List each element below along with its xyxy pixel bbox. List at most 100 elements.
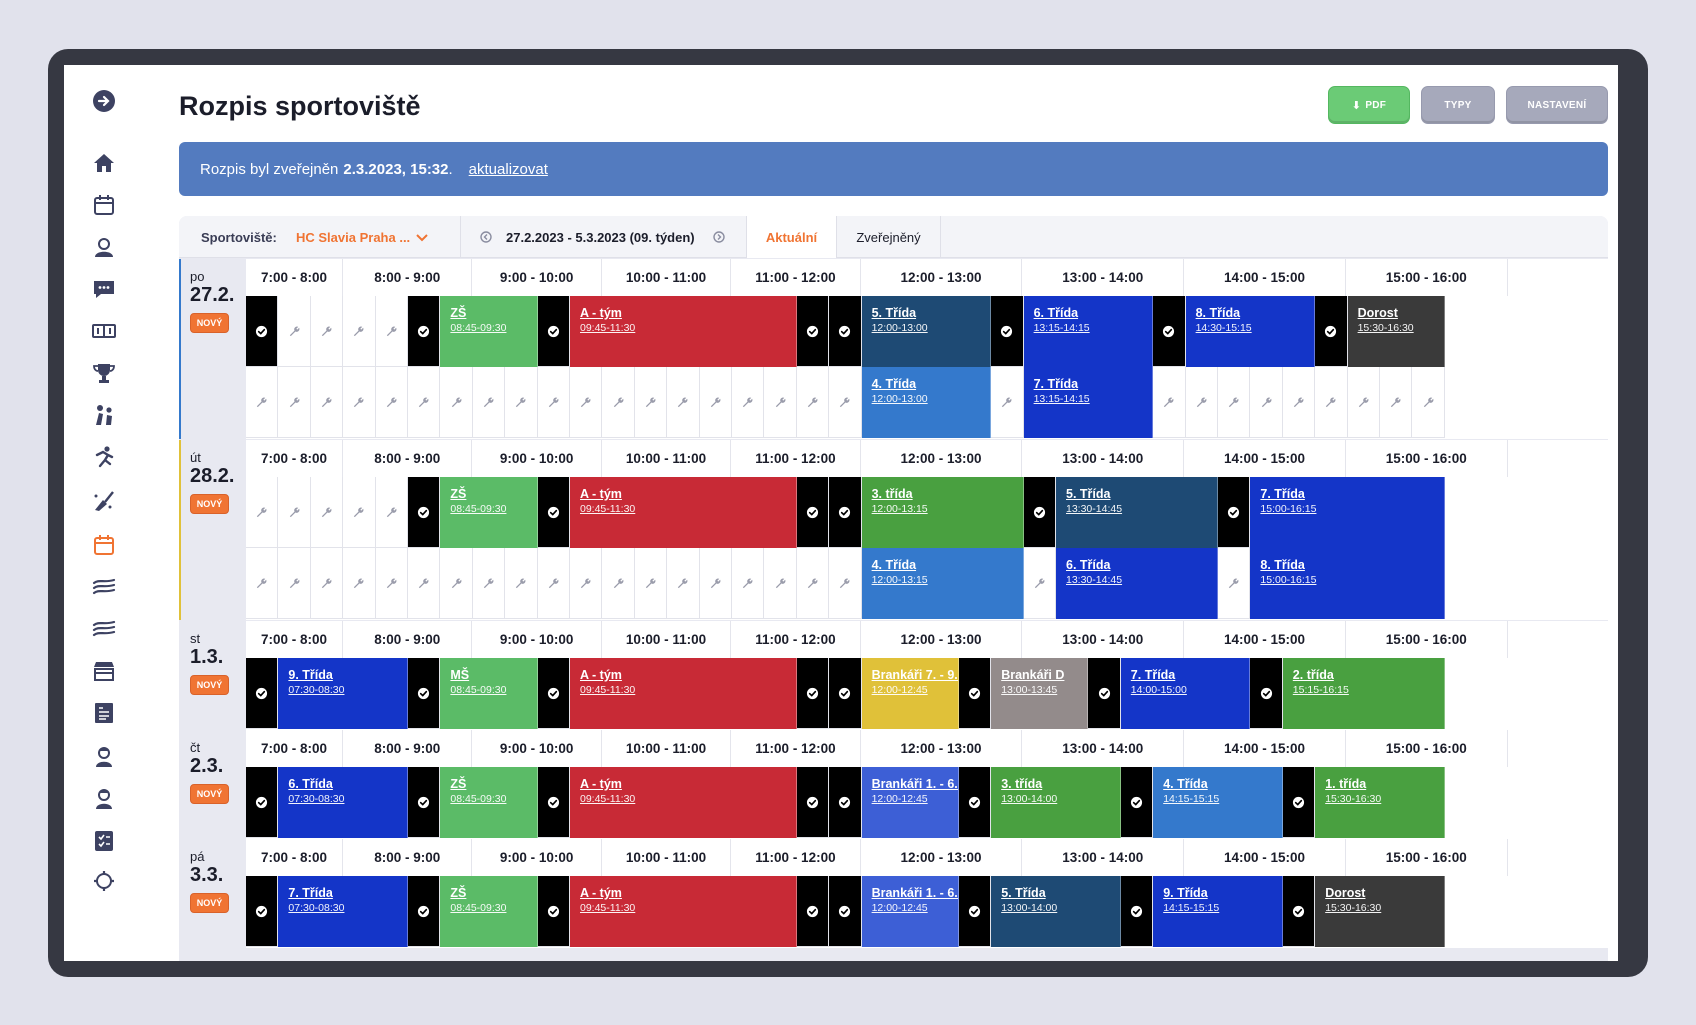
maintenance-slot[interactable]	[505, 548, 538, 619]
chat-icon[interactable]	[88, 273, 120, 305]
maintenance-slot[interactable]	[570, 548, 603, 619]
event-title[interactable]: A - tým	[580, 487, 622, 501]
ice-cleaning-done-slot[interactable]	[246, 296, 279, 367]
event-title[interactable]: A - tým	[580, 306, 622, 320]
event-title[interactable]: 1. třída	[1325, 777, 1367, 791]
ice-cleaning-done-slot[interactable]	[829, 767, 862, 838]
booking-event[interactable]: Brankáři D 13:00-13:45	[991, 658, 1089, 729]
ice-cleaning-done-slot[interactable]	[1120, 767, 1154, 838]
maintenance-slot[interactable]	[602, 548, 635, 619]
ice-cleaning-done-slot[interactable]	[796, 296, 830, 367]
maintenance-slot[interactable]	[991, 367, 1024, 438]
ice-cleaning-done-slot[interactable]	[829, 296, 862, 367]
chevron-down-icon[interactable]	[415, 216, 429, 258]
maintenance-slot[interactable]	[667, 548, 700, 619]
booking-event[interactable]: ZŠ 08:45-09:30	[440, 767, 538, 838]
booking-event[interactable]: A - tým 09:45-11:30	[570, 296, 797, 367]
booking-event[interactable]: ZŠ 08:45-09:30	[440, 296, 538, 367]
booking-event[interactable]: 4. Třída 14:15-15:15	[1153, 767, 1283, 838]
booking-event[interactable]: 9. Třída 07:30-08:30	[278, 658, 408, 729]
maintenance-slot[interactable]	[375, 548, 408, 619]
home-icon[interactable]	[88, 147, 120, 179]
maintenance-slot[interactable]	[310, 548, 344, 619]
booking-event[interactable]: 4. Třída 12:00-13:15	[861, 548, 1024, 619]
maintenance-slot[interactable]	[375, 367, 408, 438]
maintenance-slot[interactable]	[667, 367, 700, 438]
booking-event[interactable]: 5. Třída 12:00-13:00	[861, 296, 992, 367]
maintenance-slot[interactable]	[634, 367, 668, 438]
maintenance-slot[interactable]	[375, 296, 408, 367]
ice-cleaning-done-slot[interactable]	[408, 767, 441, 838]
booking-event[interactable]: A - tým 09:45-11:30	[570, 477, 797, 548]
booking-event[interactable]: 7. Třída 13:15-14:15	[1023, 367, 1154, 438]
booking-event[interactable]: 6. Třída 13:30-14:45	[1056, 548, 1218, 619]
ice-cleaning-done-slot[interactable]	[796, 658, 830, 729]
maintenance-slot[interactable]	[1185, 367, 1218, 438]
booking-event[interactable]: Brankáři 7. - 9. Třída 12:00-12:45	[861, 658, 959, 729]
event-title[interactable]: 7. Třída	[1260, 487, 1305, 501]
trophy-icon[interactable]	[88, 357, 120, 389]
maintenance-slot[interactable]	[246, 477, 279, 548]
booking-event[interactable]: Brankáři 1. - 6. třída 12:00-12:45	[861, 876, 959, 947]
settings-button[interactable]: NASTAVENÍ	[1506, 86, 1608, 124]
maintenance-slot[interactable]	[732, 548, 765, 619]
maintenance-slot[interactable]	[1218, 367, 1251, 438]
maintenance-slot[interactable]	[278, 477, 311, 548]
checklist-icon[interactable]	[88, 825, 120, 857]
ice-cleaning-done-slot[interactable]	[1282, 767, 1316, 838]
team-icon[interactable]	[88, 399, 120, 431]
booking-event[interactable]: A - tým 09:45-11:30	[570, 876, 797, 947]
maintenance-slot[interactable]	[537, 548, 570, 619]
maintenance-slot[interactable]	[472, 548, 506, 619]
maintenance-slot[interactable]	[310, 367, 344, 438]
booking-event[interactable]: 5. Třída 13:00-14:00	[991, 876, 1121, 947]
ice-cleaning-done-slot[interactable]	[829, 658, 862, 729]
maintenance-slot[interactable]	[829, 548, 862, 619]
event-title[interactable]: Brankáři 7. - 9. Třída	[871, 668, 958, 682]
maintenance-slot[interactable]	[699, 548, 732, 619]
runner-icon[interactable]	[88, 441, 120, 473]
maintenance-slot[interactable]	[472, 367, 506, 438]
types-button[interactable]: TYPY	[1421, 86, 1495, 124]
event-title[interactable]: 4. Třída	[1163, 777, 1208, 791]
ice-cleaning-done-slot[interactable]	[246, 658, 279, 729]
ice-icon[interactable]	[88, 571, 120, 603]
next-week-icon[interactable]	[713, 216, 725, 258]
ice-cleaning-done-slot[interactable]	[796, 876, 830, 947]
event-title[interactable]: Brankáři 1. - 6. třída	[871, 886, 958, 900]
event-title[interactable]: 8. Třída	[1260, 558, 1305, 572]
booking-event[interactable]: 4. Třída 12:00-13:00	[861, 367, 992, 438]
ice-cleaning-done-slot[interactable]	[991, 296, 1024, 367]
event-title[interactable]: Brankáři D	[1001, 668, 1065, 682]
booking-event[interactable]: 3. třída 12:00-13:15	[861, 477, 1024, 548]
ice-cleaning-done-slot[interactable]	[246, 767, 279, 838]
ice-cleaning-done-slot[interactable]	[958, 767, 992, 838]
ice-cleaning-done-slot[interactable]	[537, 296, 570, 367]
ice-cleaning-done-slot[interactable]	[1088, 658, 1121, 729]
booking-event[interactable]: Brankáři 1. - 6. třída 12:00-12:45	[861, 767, 959, 838]
maintenance-slot[interactable]	[570, 367, 603, 438]
event-title[interactable]: A - tým	[580, 668, 622, 682]
ice-cleaning-done-slot[interactable]	[796, 767, 830, 838]
maintenance-slot[interactable]	[310, 296, 344, 367]
event-title[interactable]: 6. Třída	[1066, 558, 1111, 572]
maintenance-slot[interactable]	[1412, 367, 1445, 438]
user-icon[interactable]	[88, 231, 120, 263]
ice-cleaning-done-slot[interactable]	[1218, 477, 1251, 548]
ice-cleaning-done-slot[interactable]	[829, 477, 862, 548]
ice-cleaning-done-slot[interactable]	[246, 876, 279, 947]
maintenance-slot[interactable]	[1153, 367, 1186, 438]
event-title[interactable]: 9. Třída	[288, 668, 333, 682]
event-title[interactable]: 6. Třída	[288, 777, 333, 791]
maintenance-slot[interactable]	[408, 548, 441, 619]
maintenance-slot[interactable]	[343, 548, 376, 619]
ice-cleaning-done-slot[interactable]	[1315, 296, 1348, 367]
maintenance-slot[interactable]	[1380, 367, 1413, 438]
ice-cleaning-done-slot[interactable]	[1282, 876, 1316, 947]
maintenance-slot[interactable]	[764, 548, 797, 619]
booking-event[interactable]: A - tým 09:45-11:30	[570, 767, 797, 838]
maintenance-slot[interactable]	[343, 477, 376, 548]
pdf-button[interactable]: ⬇ PDF	[1328, 86, 1410, 124]
maintenance-slot[interactable]	[1347, 367, 1380, 438]
event-title[interactable]: 9. Třída	[1163, 886, 1208, 900]
